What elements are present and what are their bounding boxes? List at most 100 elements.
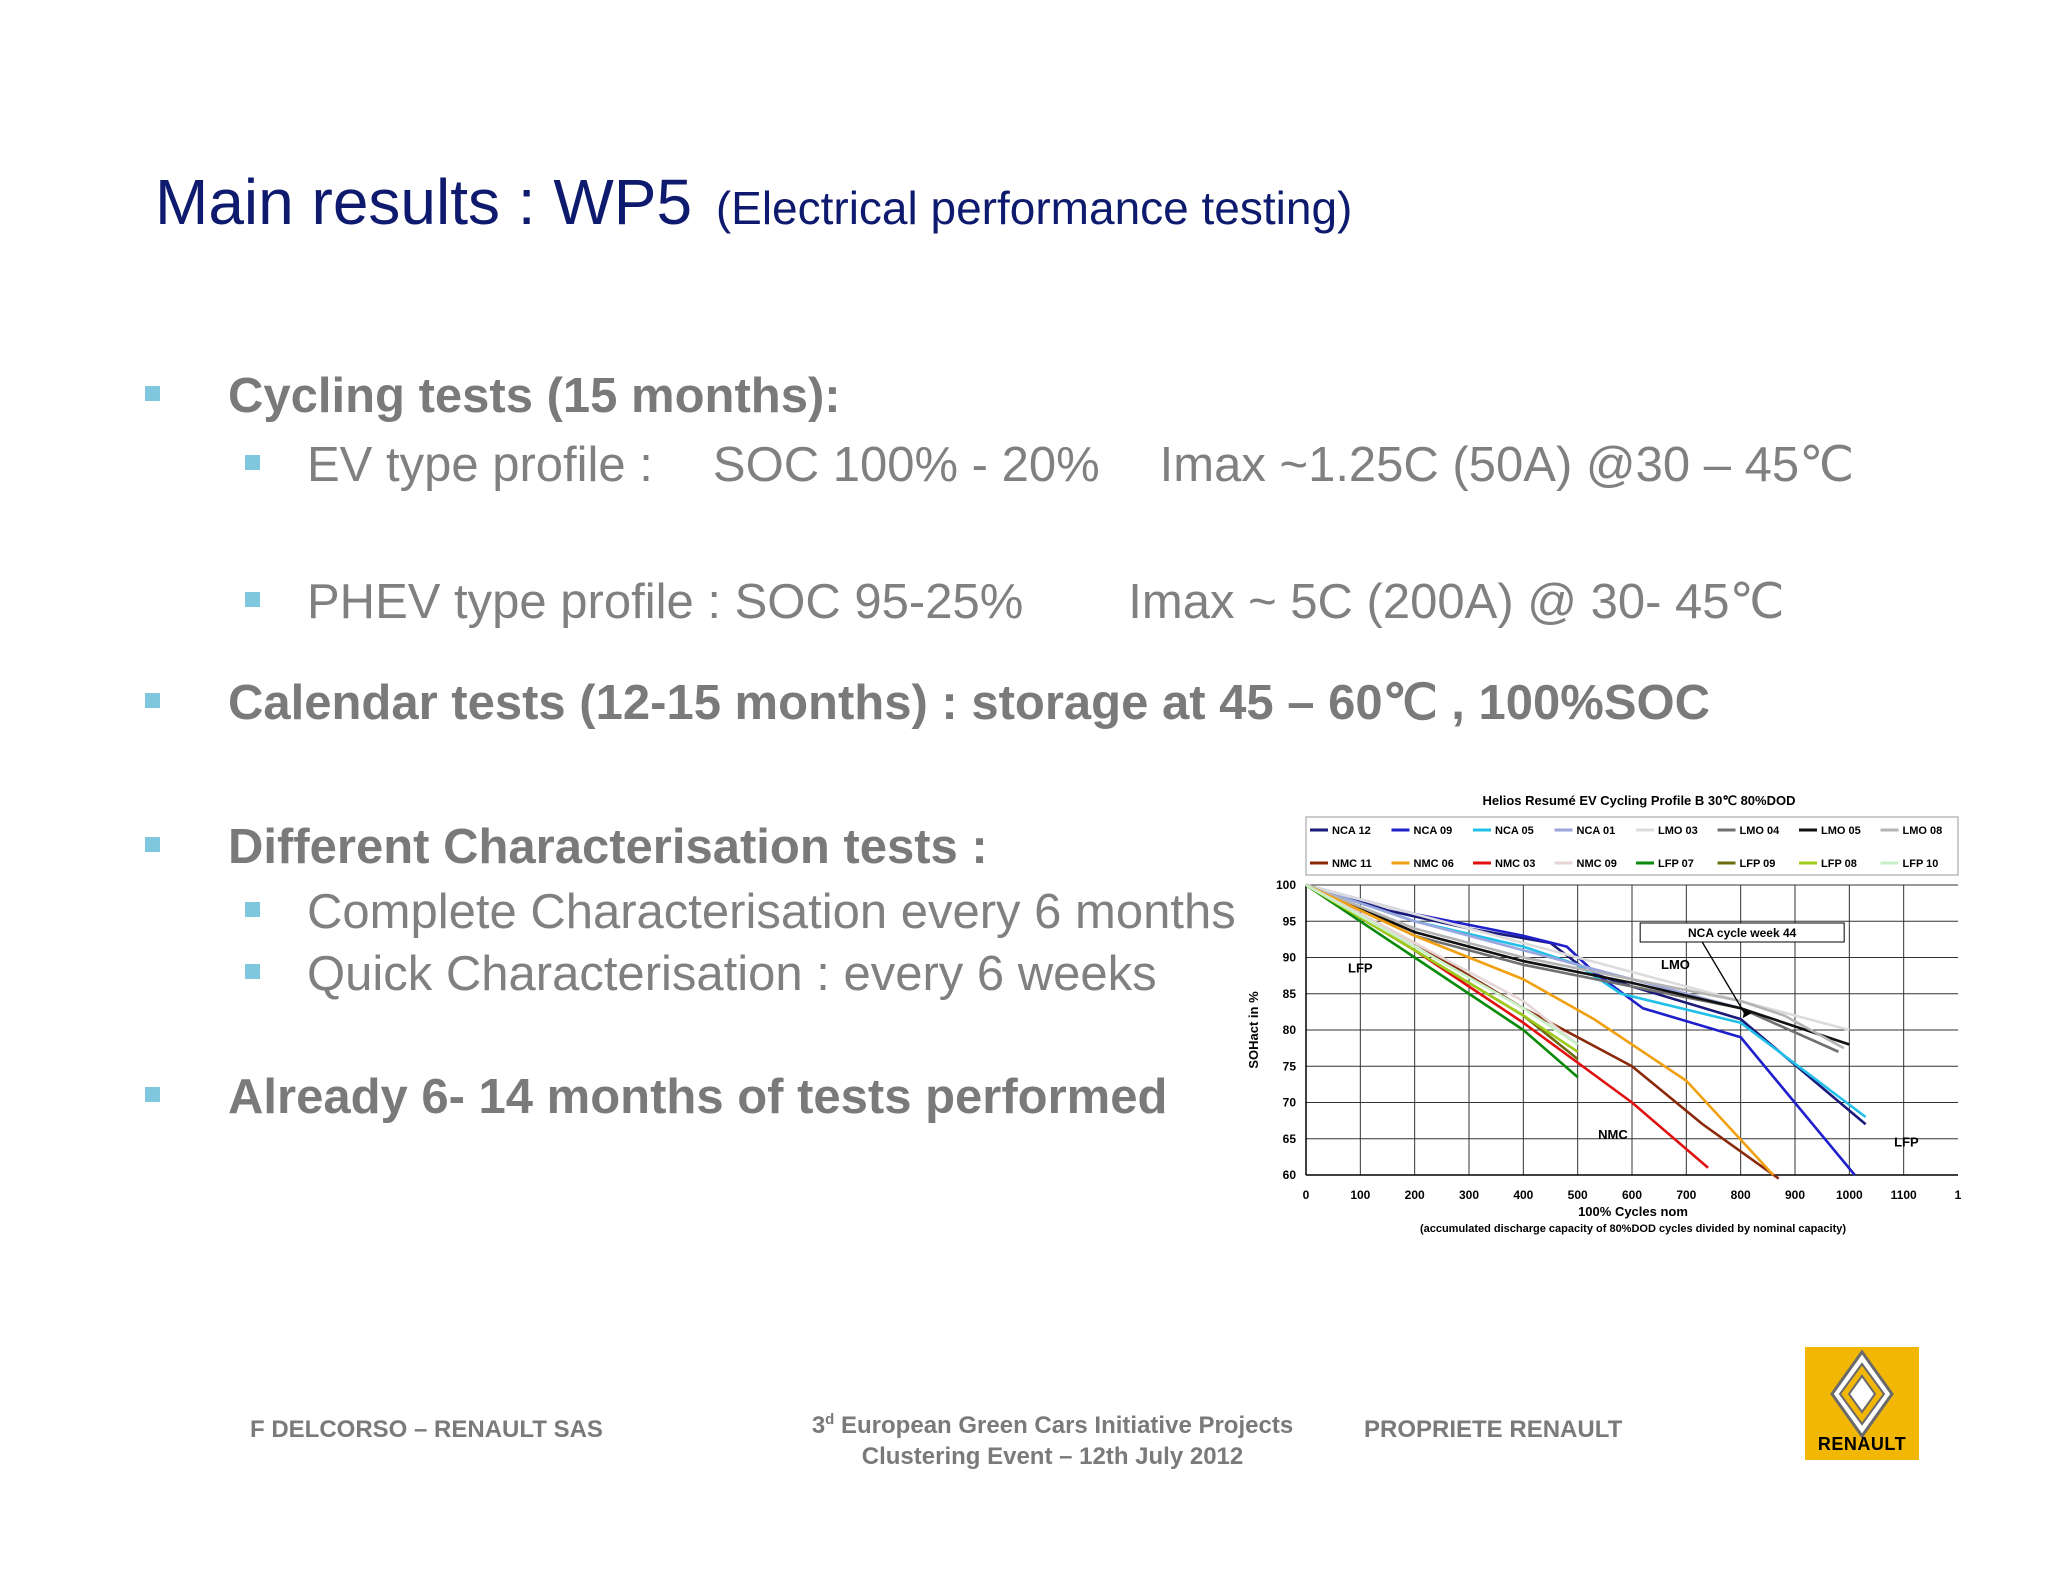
bullet-already: Already 6- 14 months of tests performed (145, 1073, 1167, 1122)
y-tick-label: 95 (1283, 914, 1297, 928)
footer-event-line1: 3d European Green Cars Initiative Projec… (780, 1410, 1325, 1441)
chart-legend-box (1305, 816, 1959, 876)
legend-label: NMC 03 (1495, 858, 1535, 870)
legend-label: LMO 03 (1658, 825, 1698, 837)
y-tick-label: 60 (1283, 1168, 1297, 1182)
bullet-marker-icon (245, 901, 260, 917)
series-line-lfp-10 (1305, 883, 1579, 1046)
bullet-marker-icon (245, 591, 260, 607)
legend-label: NMC 06 (1414, 858, 1454, 870)
footer-event-line2: Clustering Event – 12th July 2012 (861, 1443, 1244, 1471)
bullet-characterisation-text: Different Characterisation tests : (228, 820, 988, 874)
bullet-cycling: Cycling tests (15 months): (145, 372, 841, 421)
series-line-nca-01 (1305, 883, 1742, 1010)
bullet-cycling-text: Cycling tests (15 months): (228, 369, 841, 423)
x-tick-label: 300 (1459, 1188, 1479, 1202)
chart-title: Helios Resumé EV Cycling Profile B 30℃ 8… (1483, 793, 1796, 808)
legend-label: NCA 09 (1414, 825, 1453, 837)
legend-label: LFP 09 (1740, 858, 1776, 870)
slide-title-sub: (Electrical performance testing) (715, 182, 1353, 234)
series-line-nmc-09 (1305, 883, 1579, 1046)
x-axis-label: 100% Cycles nom (1578, 1204, 1688, 1219)
x-tick-label: 1100 (1891, 1188, 1917, 1202)
y-axis-label: SOHact in % (1246, 991, 1261, 1069)
x-tick-label: 0 (1303, 1188, 1310, 1202)
legend-label: NCA 12 (1332, 825, 1371, 837)
footer-event-ordinal: 3 (811, 1412, 826, 1439)
chart-svg: Helios Resumé EV Cycling Profile B 30℃ 8… (1238, 783, 1965, 1245)
footer-author: F DELCORSO – RENAULT SAS (250, 1416, 603, 1443)
bullet-quick-characterisation: Quick Characterisation : every 6 weeks (245, 950, 1157, 999)
phev-imax: Imax ~ 5C (200A) @ 30- 45℃ (1128, 575, 1785, 629)
bullet-phev-profile: PHEV type profile : SOC 95-25% Imax ~ 5C … (245, 578, 1785, 627)
x-tick-label: 1000 (1836, 1188, 1863, 1202)
y-tick-label: 75 (1283, 1059, 1297, 1073)
soh-cycling-chart: Helios Resumé EV Cycling Profile B 30℃ 8… (1238, 783, 1965, 1245)
bullet-characterisation: Different Characterisation tests : (145, 823, 988, 872)
x-tick-label: 900 (1785, 1188, 1805, 1202)
y-tick-label: 80 (1283, 1023, 1297, 1037)
legend-label: LMO 05 (1821, 825, 1861, 837)
bullet-marker-icon (145, 836, 160, 852)
x-tick-label: 500 (1568, 1188, 1588, 1202)
x-tick-label: 200 (1405, 1188, 1425, 1202)
footer-event-ordinal-suffix: d (825, 1411, 835, 1428)
x-tick-label: 600 (1622, 1188, 1642, 1202)
ev-profile-label: EV type profile : (307, 438, 653, 492)
renault-logo: RENAULT (1805, 1347, 1919, 1460)
bullet-calendar-text: Calendar tests (12-15 months) : storage … (228, 676, 1711, 730)
legend-label: NMC 11 (1332, 858, 1372, 870)
bullet-marker-icon (145, 1086, 160, 1102)
y-tick-label: 85 (1283, 987, 1297, 1001)
annotation-arrowhead (1742, 1009, 1752, 1019)
renault-diamond-icon (1830, 1349, 1894, 1439)
y-tick-label: 90 (1283, 951, 1297, 965)
series-line-lfp-07 (1305, 883, 1579, 1079)
legend-label: NCA 01 (1577, 825, 1616, 837)
bullet-marker-icon (245, 963, 260, 979)
bullet-already-text: Already 6- 14 months of tests performed (228, 1070, 1168, 1124)
annotation-lfp: LFP (1348, 960, 1373, 975)
series-line-nca-12 (1305, 883, 1867, 1126)
footer-event: 3d European Green Cars Initiative Projec… (780, 1410, 1325, 1472)
bullet-complete-characterisation: Complete Characterisation every 6 months… (245, 888, 1249, 937)
bullet-marker-icon (145, 385, 160, 401)
bullet-marker-icon (145, 692, 160, 708)
annotation-arrow (1701, 941, 1747, 1016)
footer-propriete: PROPRIETE RENAULT (1364, 1416, 1623, 1443)
series-line-lfp-08 (1305, 883, 1579, 1053)
legend-label: LFP 07 (1658, 858, 1694, 870)
legend-label: NMC 09 (1577, 858, 1617, 870)
y-tick-label: 100 (1276, 878, 1296, 892)
annotation-box (1639, 922, 1845, 943)
bullet-ev-profile: EV type profile : SOC 100% - 20% Imax ~1.2… (245, 441, 1854, 490)
legend-label: LFP 10 (1903, 858, 1939, 870)
y-tick-label: 65 (1283, 1132, 1297, 1146)
bullet-calendar: Calendar tests (12-15 months) : storage … (145, 679, 1710, 728)
annotation-lmo: LMO (1661, 957, 1690, 972)
series-line-lmo-08 (1305, 883, 1845, 1050)
slide-title: Main results : WP5 (Electrical performan… (155, 170, 1352, 234)
legend-label: LFP 08 (1821, 858, 1857, 870)
legend-label: LMO 08 (1903, 825, 1943, 837)
x-tick-label: 1 (1955, 1188, 1962, 1202)
phev-profile: PHEV type profile : SOC 95-25% (307, 575, 1024, 629)
y-tick-label: 70 (1283, 1096, 1297, 1110)
series-line-nmc-06 (1305, 883, 1775, 1176)
legend-label: LMO 04 (1740, 825, 1781, 837)
renault-logo-text: RENAULT (1817, 1434, 1907, 1454)
series-line-lmo-05 (1305, 883, 1850, 1046)
footer-event-name: European Green Cars Initiative Projects (834, 1412, 1294, 1439)
quick-char-text: Quick Characterisation : every 6 weeks (307, 947, 1157, 1001)
x-axis-note: (accumulated discharge capacity of 80%DO… (1420, 1223, 1846, 1235)
x-tick-label: 700 (1676, 1188, 1696, 1202)
ev-soc: SOC 100% - 20% (712, 438, 1100, 492)
annotation-lfp: LFP (1894, 1134, 1919, 1149)
slide-title-main: Main results : WP5 (155, 166, 693, 238)
bullet-marker-icon (245, 454, 260, 470)
ev-imax: Imax ~1.25C (50A) @30 – 45℃ (1159, 438, 1855, 492)
x-tick-label: 100 (1350, 1188, 1370, 1202)
annotation-nmc: NMC (1598, 1127, 1628, 1142)
legend-label: NCA 05 (1495, 825, 1534, 837)
